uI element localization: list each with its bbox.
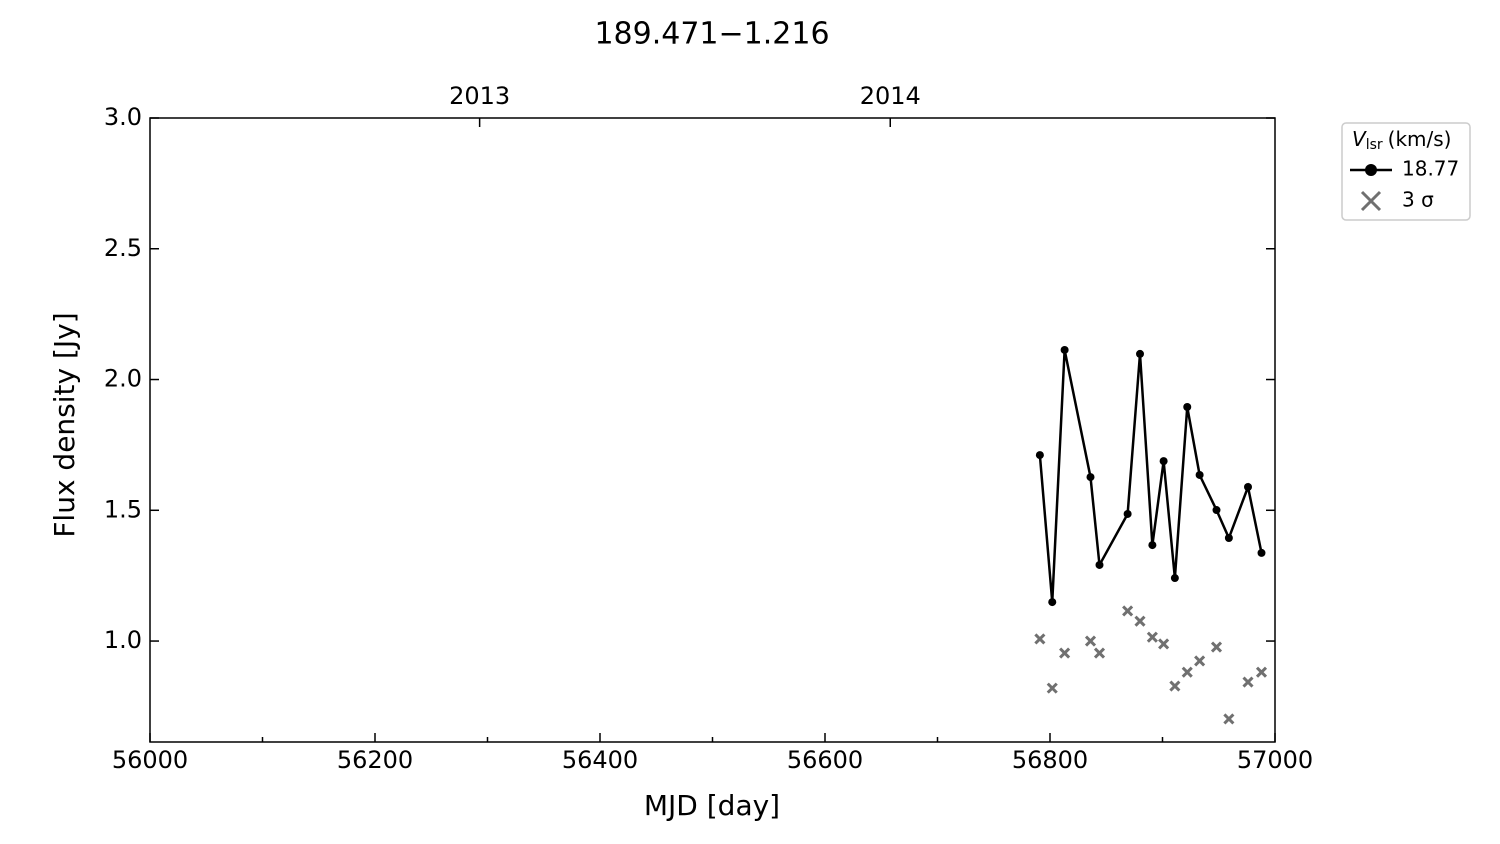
cross-point (1169, 680, 1181, 692)
cross-point (1181, 666, 1193, 678)
point (1257, 548, 1266, 557)
legend-marker (1360, 190, 1382, 212)
x-tick-label: 56000 (112, 746, 188, 774)
x2-tick-label: 2014 (860, 82, 921, 110)
cross-point (1255, 666, 1268, 678)
point (1183, 402, 1192, 411)
y-tick-label: 3.0 (104, 103, 142, 131)
cross-point (1046, 682, 1058, 694)
point (1170, 574, 1179, 583)
x2-tick-label: 2013 (449, 82, 510, 110)
y-tick-label: 2.5 (104, 234, 142, 262)
point (1224, 534, 1233, 543)
cross-point (1146, 631, 1158, 643)
cross-point (1134, 615, 1146, 627)
point (1195, 470, 1204, 479)
x-tick-label: 57000 (1237, 746, 1313, 774)
cross-point (1158, 638, 1170, 650)
chart-title: 189.471−1.216 (594, 17, 829, 52)
point (1095, 560, 1104, 569)
x-tick-label: 56400 (562, 746, 638, 774)
legend-label: 3 σ (1402, 188, 1434, 212)
y-tick-label: 1.0 (104, 626, 142, 654)
cross-point (1093, 647, 1106, 659)
point (1159, 457, 1168, 466)
point (1148, 541, 1157, 550)
legend-marker (1365, 164, 1377, 176)
cross-point (1210, 641, 1223, 653)
point (1048, 598, 1057, 607)
x-tick-label: 56800 (1012, 746, 1088, 774)
point (1086, 473, 1095, 482)
legend-title: Vlsr (km/s) (1352, 127, 1451, 154)
cross-point (1242, 676, 1254, 688)
y-axis-label: Flux density [Jy] (48, 312, 81, 537)
cross-point (1084, 635, 1097, 647)
y-tick-label: 2.0 (104, 365, 142, 393)
point (1244, 483, 1252, 492)
legend-label: 18.77 (1402, 157, 1459, 181)
series-line (1038, 349, 1263, 603)
legend-box (1341, 122, 1471, 221)
point (1123, 509, 1132, 518)
x-tick-label: 56600 (787, 746, 863, 774)
y-tick-label: 1.5 (104, 495, 142, 523)
x-axis-label: MJD [day] (644, 789, 780, 822)
point (1136, 349, 1144, 358)
point (1060, 345, 1069, 354)
point (1212, 506, 1221, 515)
plot-frame (149, 117, 1276, 743)
point (1035, 451, 1044, 460)
x-tick-label: 56200 (337, 746, 413, 774)
cross-point (1034, 633, 1046, 645)
cross-point (1059, 647, 1071, 659)
cross-point (1122, 605, 1134, 617)
cross-point (1194, 655, 1206, 667)
cross-point (1223, 713, 1235, 725)
